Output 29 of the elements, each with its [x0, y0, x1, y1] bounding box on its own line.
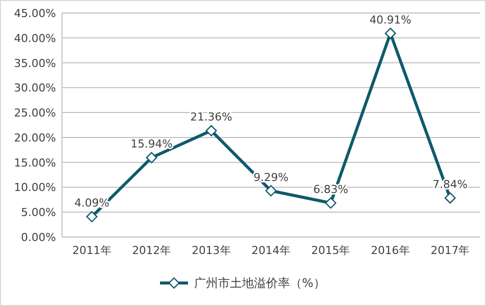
x-tick-label: 2011年 — [72, 244, 112, 257]
x-tick-label: 2017年 — [430, 244, 470, 257]
x-tick-label: 2014年 — [252, 244, 290, 257]
legend-label: 广州市土地溢价率（%） — [194, 276, 326, 290]
point — [444, 192, 456, 204]
y-tick-label: 25.00% — [14, 106, 56, 120]
y-tick-label: 40.00% — [14, 32, 56, 45]
y-tick-label: 20.00% — [14, 131, 56, 144]
x-tick-label: 2013年 — [192, 244, 231, 257]
x-tick-label: 2016年 — [370, 244, 410, 257]
y-tick-label: 0.00% — [21, 231, 56, 244]
x-tick-label: 2012年 — [132, 244, 172, 257]
data-label: 21.36% — [190, 110, 232, 124]
point — [265, 185, 277, 196]
data-label: 15.94% — [130, 138, 173, 151]
y-tick-label: 5.00% — [21, 206, 56, 220]
y-tick-label: 30.00% — [14, 82, 56, 95]
point — [86, 211, 98, 222]
y-tick-label: 35.00% — [14, 56, 56, 70]
x-tick-label: 2015年 — [311, 244, 350, 257]
legend: 广州市土地溢价率（%） — [160, 276, 326, 290]
point — [384, 28, 396, 39]
y-tick-label: 10.00% — [14, 181, 56, 194]
y-tick-label: 15.00% — [14, 156, 56, 170]
point — [325, 197, 336, 209]
data-label: 40.91% — [369, 13, 412, 26]
y-tick-label: 45.00% — [14, 7, 56, 20]
point — [146, 152, 158, 164]
point — [206, 125, 217, 136]
